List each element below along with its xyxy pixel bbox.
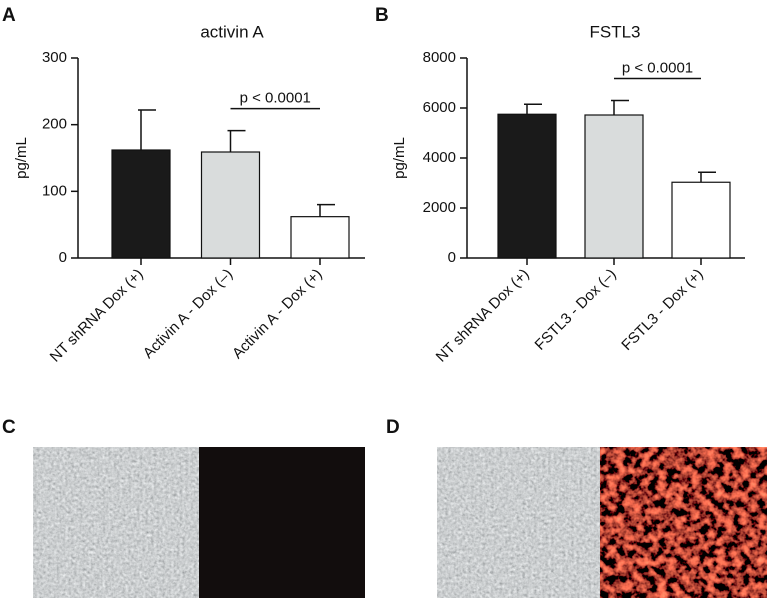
y-tick-label: 200 bbox=[42, 116, 67, 133]
bar bbox=[584, 114, 644, 259]
bar bbox=[497, 113, 557, 259]
bar bbox=[290, 216, 350, 259]
bar bbox=[671, 181, 731, 259]
y-axis-label: pg/mL bbox=[391, 137, 408, 179]
y-tick-label: 100 bbox=[42, 182, 67, 199]
micrograph-brightfield bbox=[33, 447, 199, 598]
x-tick-label: FSTL3 - Dox (+) bbox=[618, 266, 706, 354]
x-tick-label: FSTL3 - Dox (–) bbox=[532, 266, 620, 354]
panel-label: C bbox=[2, 417, 16, 438]
x-tick-label: NT shRNA Dox (+) bbox=[47, 266, 147, 366]
chart-title: FSTL3 bbox=[589, 22, 640, 41]
y-tick-label: 6000 bbox=[423, 99, 456, 116]
panel-label: A bbox=[2, 5, 16, 26]
x-tick-label: Activin A - Dox (+) bbox=[229, 266, 326, 363]
annotation: p < 0.0001 bbox=[240, 90, 311, 107]
panel-label: B bbox=[375, 5, 389, 26]
chart-title: activin A bbox=[200, 22, 264, 41]
y-tick-label: 0 bbox=[448, 249, 456, 266]
y-axis-label: pg/mL bbox=[13, 137, 30, 179]
y-tick-label: 300 bbox=[42, 49, 67, 66]
image-panel-c bbox=[33, 447, 365, 598]
y-tick-label: 0 bbox=[59, 249, 67, 266]
annotation: p < 0.0001 bbox=[622, 59, 693, 76]
micrograph-fluorescence bbox=[600, 447, 767, 598]
x-tick-label: NT shRNA Dox (+) bbox=[433, 266, 533, 366]
y-tick-label: 4000 bbox=[423, 149, 456, 166]
panel-label: D bbox=[386, 417, 400, 438]
bar bbox=[111, 149, 171, 259]
micrograph-brightfield bbox=[437, 447, 600, 598]
image-panel-d bbox=[437, 447, 767, 598]
bar bbox=[200, 151, 261, 259]
x-tick-label: Activin A - Dox (–) bbox=[140, 266, 236, 362]
y-tick-label: 2000 bbox=[423, 199, 456, 216]
y-tick-label: 8000 bbox=[423, 49, 456, 66]
micrograph-fluorescence bbox=[199, 447, 365, 598]
